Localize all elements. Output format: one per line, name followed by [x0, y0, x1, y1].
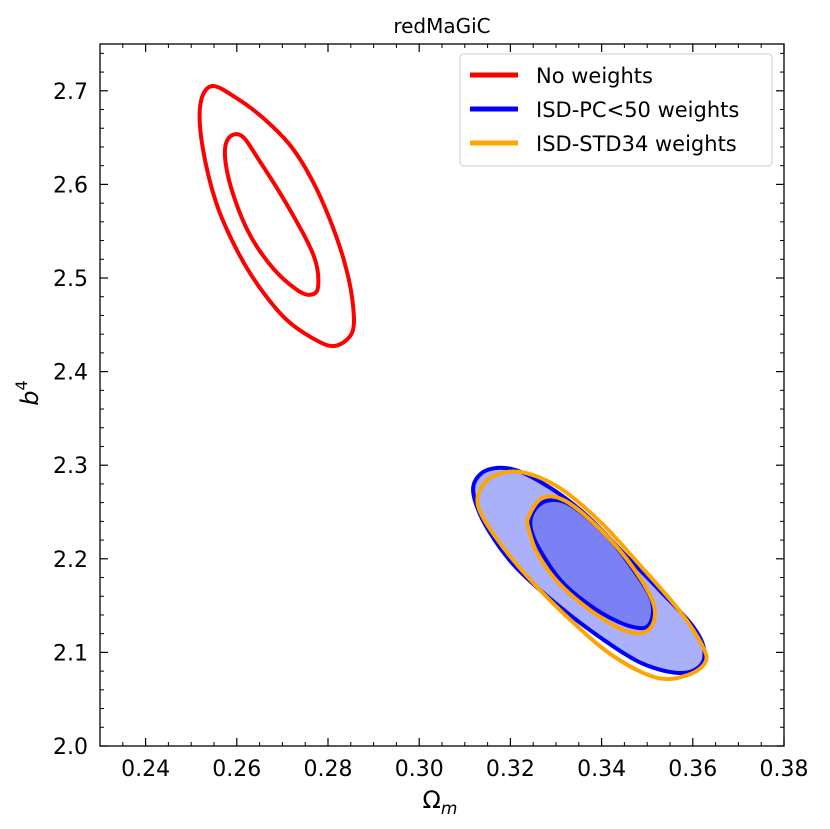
x-axis-label-base: Ω — [423, 786, 441, 814]
y-tick-label: 2.5 — [53, 267, 88, 292]
x-tick-label: 0.30 — [395, 757, 444, 782]
ticks-layer: 0.24 0.26 0.28 0.30 0.32 0.34 0.36 0.38 2.0 2.1 2.… — [53, 44, 808, 782]
contours-layer — [197, 84, 709, 682]
y-axis-label: b4 — [12, 380, 44, 405]
contour-no-weights-inner — [222, 132, 321, 297]
y-tick-label: 2.1 — [53, 641, 88, 666]
x-axis-label-sub: m — [441, 799, 458, 819]
y-tick-label: 2.7 — [53, 80, 88, 105]
y-axis-label-base: b — [16, 390, 44, 405]
legend-label-isd-pc50: ISD-PC<50 weights — [536, 98, 739, 122]
x-tick-label: 0.36 — [668, 757, 717, 782]
x-tick-label: 0.28 — [304, 757, 353, 782]
legend-label-no-weights: No weights — [536, 64, 653, 88]
y-tick-label: 2.0 — [53, 735, 88, 760]
x-tick-label: 0.32 — [486, 757, 535, 782]
y-axis-label-sup: 4 — [12, 380, 31, 390]
x-tick-label: 0.34 — [577, 757, 626, 782]
contour-no-weights-outer — [197, 84, 356, 349]
x-tick-label: 0.38 — [760, 757, 809, 782]
chart-title: redMaGiC — [393, 14, 490, 38]
legend-label-isd-std34: ISD-STD34 weights — [536, 132, 737, 156]
y-tick-label: 2.4 — [53, 361, 88, 386]
y-tick-label: 2.6 — [53, 173, 88, 198]
y-tick-label: 2.3 — [53, 454, 88, 479]
y-tick-label: 2.2 — [53, 548, 88, 573]
legend-box — [459, 53, 773, 167]
x-axis-label: Ωm — [423, 786, 458, 819]
contour-isd-std34-weights-outer — [475, 469, 709, 682]
legend: No weights ISD-PC<50 weights ISD-STD34 w… — [459, 53, 773, 167]
x-tick-label: 0.24 — [121, 757, 170, 782]
x-tick-label: 0.26 — [212, 757, 261, 782]
contour-isd-std34-weights-inner — [525, 494, 658, 636]
